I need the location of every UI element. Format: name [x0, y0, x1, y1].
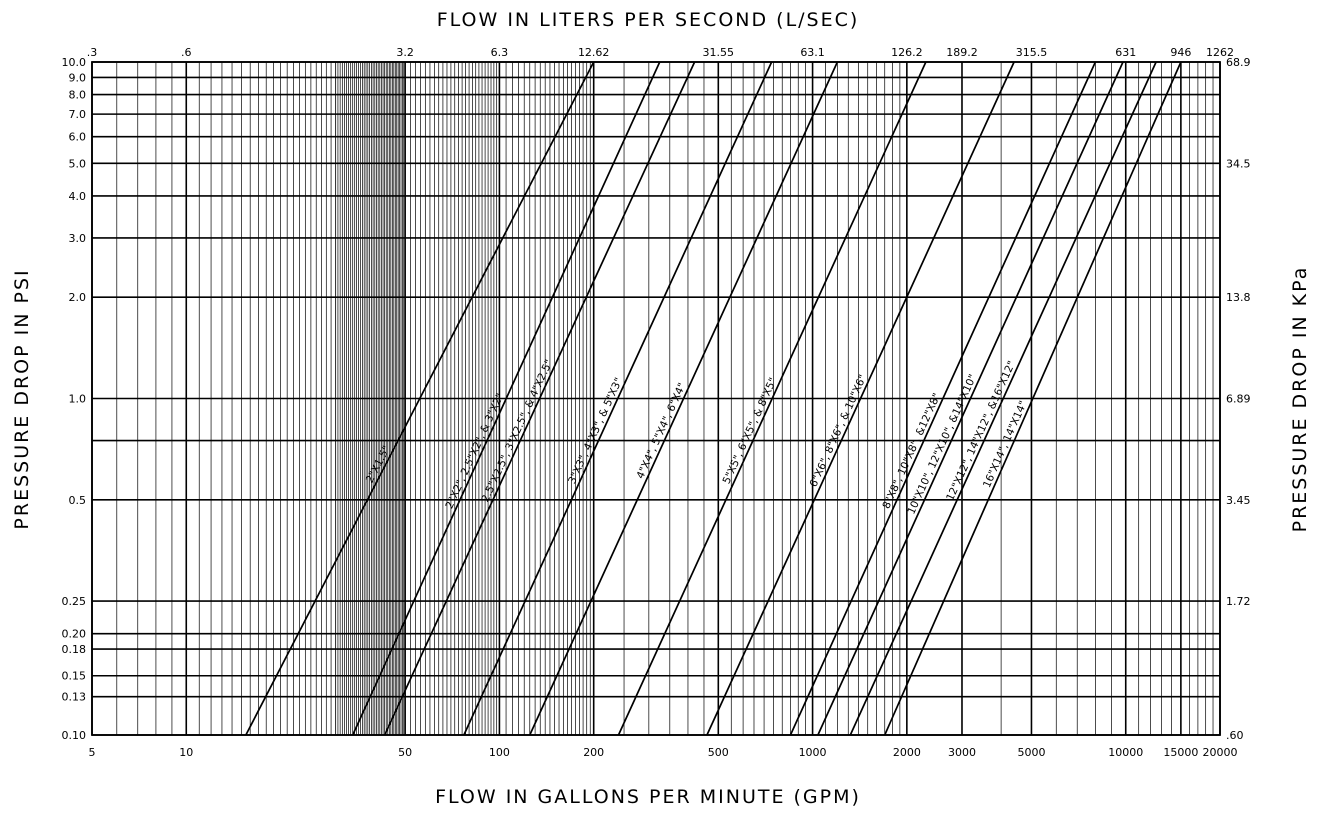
x-tick-label: 2000: [893, 746, 921, 759]
series-line-4: [463, 61, 773, 736]
left-axis-title: PRESSURE DROP IN PSI: [11, 268, 33, 529]
y2-tick-label: 3.45: [1226, 494, 1251, 507]
x2-tick-label: 126.2: [891, 46, 923, 59]
x2-tick-label: 189.2: [946, 46, 978, 59]
x-tick-label: 15000: [1163, 746, 1198, 759]
x-tick-label: 500: [708, 746, 729, 759]
y2-tick-label: 68.9: [1226, 56, 1251, 69]
series-line-9: [817, 61, 1124, 736]
curve-layer: [245, 61, 1182, 736]
y2-tick-label: .60: [1226, 729, 1244, 742]
x2-tick-label: 3.2: [396, 46, 414, 59]
y-tick-label: 0.25: [62, 595, 87, 608]
series-line-10: [849, 61, 1157, 736]
series-line-7: [706, 61, 1015, 736]
series-label-4: 3"X3", 4"X3", & 5"X3": [566, 376, 625, 486]
y-tick-label: 2.0: [69, 291, 87, 304]
x2-tick-label: 6.3: [491, 46, 509, 59]
y-tick-label: 7.0: [69, 108, 87, 121]
y-tick-label: 0.10: [62, 729, 87, 742]
y-tick-label: 5.0: [69, 157, 87, 170]
x2-tick-label: 946: [1170, 46, 1191, 59]
series-line-3: [383, 61, 696, 736]
x-tick-label: 20000: [1203, 746, 1238, 759]
x2-tick-label: 12.62: [578, 46, 610, 59]
series-label-7: 6"X6", 8"X6", & 10"X6": [808, 373, 870, 489]
y-tick-label: 1.0: [69, 393, 87, 406]
y-tick-label: 0.13: [62, 691, 87, 704]
y-tick-label: 0.18: [62, 643, 87, 656]
series-line-1: [245, 61, 595, 736]
y-tick-label: 0.15: [62, 670, 87, 683]
x-tick-label: 3000: [948, 746, 976, 759]
y-tick-label: 0.20: [62, 628, 87, 641]
y-tick-label: 0.5: [69, 494, 87, 507]
top-axis-title: FLOW IN LITERS PER SECOND (L/SEC): [437, 9, 860, 31]
series-label-5: 4"X4", 5"X4", 6"X4": [634, 381, 688, 481]
x2-tick-label: 31.55: [703, 46, 735, 59]
y-tick-label: 8.0: [69, 89, 87, 102]
x-tick-label: 50: [398, 746, 412, 759]
y-tick-label: 10.0: [62, 56, 87, 69]
y2-tick-label: 6.89: [1226, 393, 1251, 406]
y-tick-label: 9.0: [69, 71, 87, 84]
y-tick-label: 3.0: [69, 232, 87, 245]
series-label-6: 5"X5", 6"X5", & 8"X5": [721, 376, 780, 486]
series-line-5: [528, 61, 839, 736]
x-tick-label: 10: [179, 746, 193, 759]
plot-frame: [91, 61, 1221, 736]
x2-tick-label: 631: [1115, 46, 1136, 59]
x-tick-label: 5: [89, 746, 96, 759]
series-line-2: [351, 61, 661, 736]
y2-tick-label: 34.5: [1226, 157, 1251, 170]
bottom-axis-title: FLOW IN GALLONS PER MINUTE (GPM): [435, 786, 861, 808]
series-line-6: [617, 61, 927, 736]
x-tick-label: 10000: [1108, 746, 1143, 759]
x2-tick-label: 63.1: [800, 46, 825, 59]
x-tick-label: 100: [489, 746, 510, 759]
x2-tick-label: .3: [87, 46, 98, 59]
series-line-11: [883, 61, 1182, 736]
y-tick-label: 4.0: [69, 190, 87, 203]
x-tick-label: 200: [583, 746, 604, 759]
series-line-8: [789, 61, 1097, 736]
grid-layer: [91, 61, 1221, 736]
x-tick-label: 1000: [799, 746, 827, 759]
x-tick-label: 5000: [1017, 746, 1045, 759]
y-tick-label: 6.0: [69, 131, 87, 144]
x2-tick-label: 1262: [1206, 46, 1234, 59]
y2-tick-label: 13.8: [1226, 291, 1251, 304]
right-axis-title: PRESSURE DROP IN KPa: [1289, 266, 1311, 533]
x2-tick-label: 315.5: [1016, 46, 1048, 59]
y2-tick-label: 1.72: [1226, 595, 1251, 608]
x2-tick-label: .6: [181, 46, 192, 59]
